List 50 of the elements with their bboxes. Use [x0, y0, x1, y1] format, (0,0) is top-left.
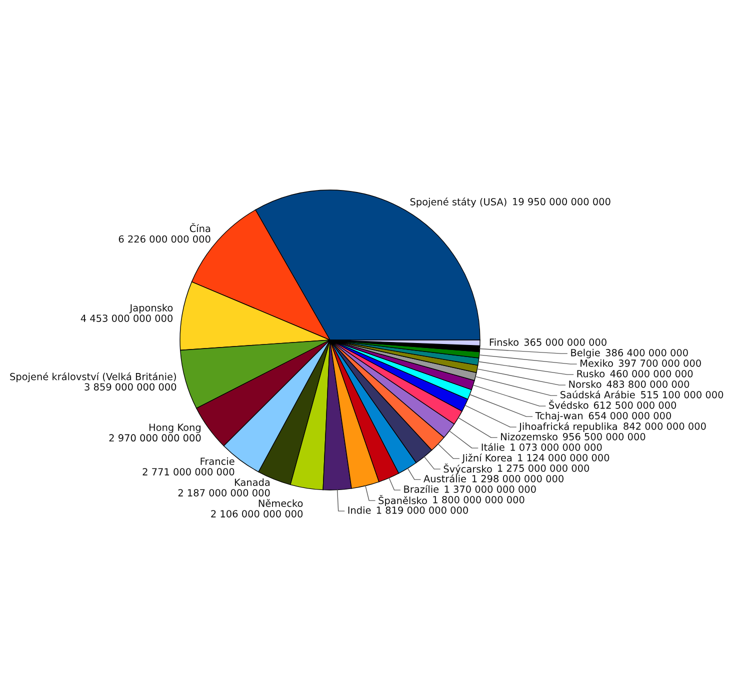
- slice-label: Spojené státy (USA): [410, 198, 506, 208]
- data-label: 2 771 000 000 000: [142, 468, 234, 476]
- slice-label: Brazílie: [404, 484, 439, 493]
- data-label: 2 970 000 000 000: [109, 434, 201, 442]
- slice-label: Kanada: [234, 478, 270, 486]
- data-label: 1 073 000 000 000: [510, 444, 602, 451]
- slice-label: Indie: [348, 506, 371, 514]
- data-label: 483 800 000 000: [606, 380, 690, 388]
- slice-label: Švédsko: [549, 400, 588, 409]
- data-label: 842 000 000 000: [624, 422, 706, 430]
- slice-label: Finsko: [490, 338, 518, 346]
- slice-label: Belgie: [571, 348, 600, 358]
- data-label: 6 226 000 000 000: [118, 235, 210, 243]
- data-label: 365 000 000 000: [524, 338, 606, 346]
- data-label: 3 859 000 000 000: [84, 383, 176, 391]
- data-label: 397 700 000 000: [618, 360, 701, 367]
- slice-label: Austrálie: [424, 474, 466, 482]
- data-label: 386 400 000 000: [606, 349, 688, 356]
- data-label: 515 100 000 000: [641, 391, 724, 398]
- data-label: 1 370 000 000 000: [444, 486, 536, 493]
- slice-label: Hong Kong: [149, 424, 200, 433]
- slice-label: Tchaj-wan: [535, 412, 583, 422]
- slice-label: Čína: [190, 223, 210, 232]
- data-label: 460 000 000 000: [610, 370, 693, 378]
- slice-label: Rusko: [577, 370, 605, 378]
- slice-label: Jihoafrická republika: [518, 422, 617, 432]
- data-label: 654 000 000 000: [588, 412, 672, 420]
- data-label: 1 275 000 000 000: [498, 464, 590, 472]
- slice-label: Mexiko: [580, 359, 613, 367]
- slice-label: Nizozemsko: [501, 432, 558, 440]
- slice-label: Norsko: [569, 380, 602, 388]
- data-label: 2 187 000 000 000: [178, 489, 270, 496]
- data-label: 1 124 000 000 000: [518, 454, 610, 462]
- slice-label: Saúdská Arábie: [560, 390, 635, 398]
- data-label: 4 453 000 000 000: [80, 314, 173, 322]
- data-label: 19 950 000 000 000: [513, 198, 610, 206]
- slice-label: Japonsko: [129, 304, 173, 314]
- slice-label: Německo: [258, 499, 303, 507]
- slice-label: Spojené království (Velká Británie): [10, 372, 176, 382]
- data-label: 1 298 000 000 000: [472, 475, 564, 482]
- data-label: 2 106 000 000 000: [211, 510, 303, 518]
- slice-label: Švýcarsko: [444, 464, 492, 475]
- data-label: 1 819 000 000 000: [376, 506, 468, 514]
- data-label: 1 800 000 000 000: [433, 496, 524, 504]
- slice-label: Francie: [200, 457, 234, 465]
- data-label: 612 500 000 000: [594, 402, 676, 409]
- data-label: 956 500 000 000: [562, 433, 646, 440]
- slice-label: Španělsko: [378, 495, 427, 506]
- slice-label: Itálie: [482, 442, 504, 451]
- slice-label: Jižní Korea: [462, 454, 512, 464]
